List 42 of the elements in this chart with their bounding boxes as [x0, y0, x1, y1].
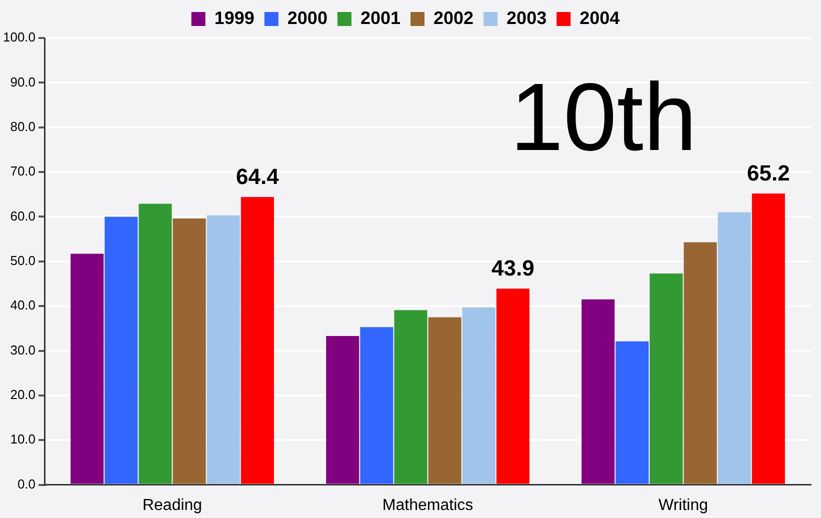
y-tick-label: 70.0 — [10, 164, 36, 179]
data-label: 64.4 — [236, 164, 280, 190]
x-tick-label: Mathematics — [382, 496, 474, 514]
legend-label: 2004 — [580, 8, 620, 28]
bar — [752, 193, 785, 484]
bar — [360, 327, 394, 484]
bar — [172, 218, 206, 484]
bar — [650, 273, 683, 484]
bar — [684, 242, 717, 484]
y-tick-label: 90.0 — [10, 74, 36, 90]
y-tick-label: 20.0 — [10, 387, 36, 402]
bar — [240, 197, 274, 484]
bar — [70, 254, 104, 484]
y-tick-label: 10.0 — [10, 432, 36, 447]
bar — [718, 212, 751, 484]
bar — [206, 215, 240, 484]
y-tick-label: 100.0 — [2, 30, 36, 45]
y-tick-label: 30.0 — [10, 342, 36, 358]
y-tick-label: 0.0 — [17, 476, 36, 492]
y-tick-label: 50.0 — [10, 252, 36, 268]
y-tick-label: 80.0 — [10, 118, 36, 134]
legend-label: 2000 — [287, 8, 328, 28]
bar — [104, 216, 138, 484]
legend-label: 2003 — [506, 8, 547, 28]
bar — [582, 299, 615, 484]
x-tick-label: Reading — [142, 496, 202, 514]
annotation: 10th — [510, 64, 697, 171]
y-tick-label: 40.0 — [10, 298, 36, 313]
legend-label: 1999 — [214, 8, 254, 28]
bar — [428, 317, 462, 484]
bar — [326, 336, 360, 484]
legend-label: 2001 — [360, 8, 401, 28]
bar — [462, 307, 496, 484]
legend-label: 2002 — [434, 8, 474, 28]
data-label: 65.2 — [747, 160, 790, 186]
data-label: 43.9 — [492, 256, 534, 281]
bar — [138, 204, 172, 484]
bar — [616, 341, 649, 484]
x-tick-label: Writing — [658, 496, 708, 514]
bar — [496, 288, 530, 484]
y-tick-label: 60.0 — [10, 208, 36, 224]
bar — [394, 310, 428, 484]
